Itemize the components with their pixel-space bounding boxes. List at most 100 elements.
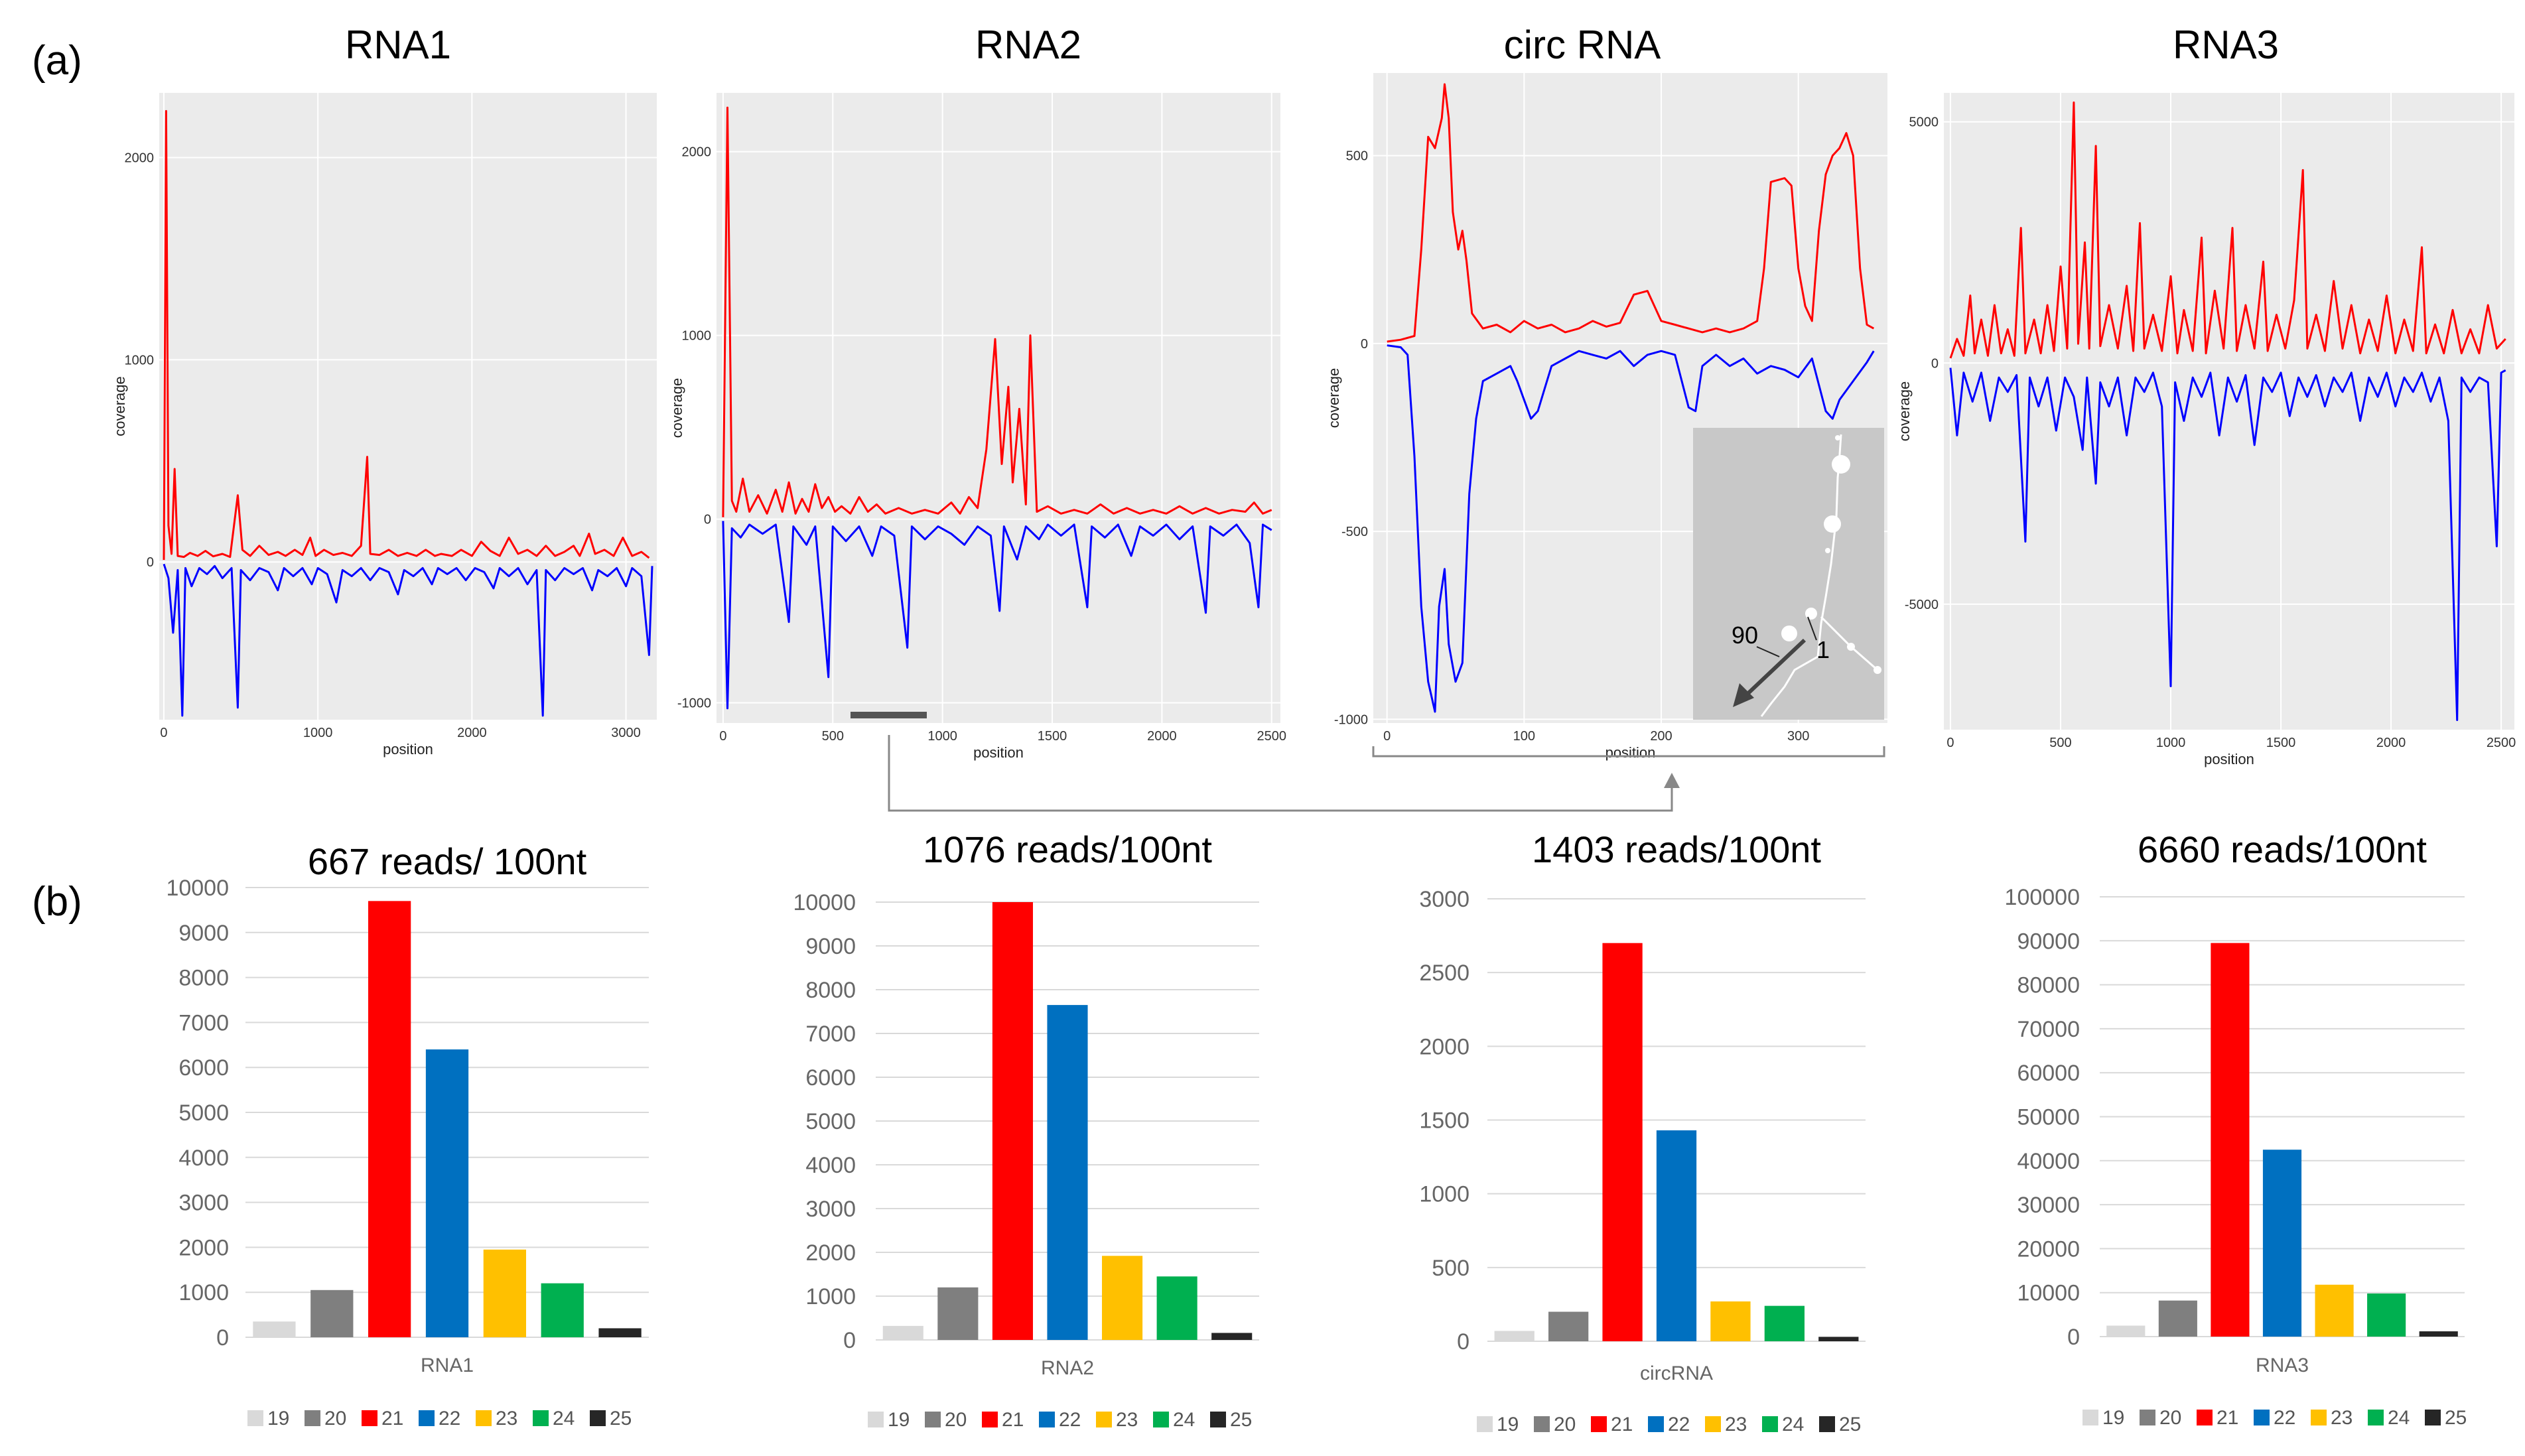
- y-tick-label: 7000: [805, 1022, 856, 1047]
- y-tick-label: 90000: [2017, 929, 2080, 954]
- y-tick-label: 2500: [1419, 960, 1469, 986]
- legend-swatch-24: [2368, 1410, 2384, 1425]
- x-tick-label: 500: [2049, 736, 2071, 750]
- size-distribution-chart-0: 0 1000 2000 3000 4000 5000 6000 7000 8000 9000 100…: [166, 840, 649, 1429]
- x-tick-label: 0: [160, 726, 167, 740]
- series-line-antisense: [163, 563, 653, 717]
- x-tick-label: 1000: [303, 726, 333, 740]
- bar-23nt: [1710, 1301, 1751, 1341]
- x-tick-label: 2000: [457, 726, 487, 740]
- size-distribution-chart-1: 0 1000 2000 3000 4000 5000 6000 7000 8000 9000 100…: [793, 828, 1259, 1431]
- bar-22nt: [425, 1049, 469, 1337]
- chart-title: RNA2: [975, 23, 1081, 67]
- structure-loop: [1824, 515, 1841, 533]
- bar-23nt: [2315, 1284, 2354, 1337]
- x-tick-label: 300: [1787, 729, 1809, 744]
- direction-arrow-shaft: [1744, 638, 1807, 697]
- y-tick-label: 2000: [178, 1235, 229, 1260]
- structure-loop: [1825, 548, 1830, 553]
- y-tick-label: 50000: [2017, 1105, 2080, 1130]
- legend-swatch-25: [590, 1410, 606, 1426]
- structure-loop: [1847, 643, 1855, 651]
- y-tick-label: 2000: [805, 1240, 856, 1266]
- legend-swatch-21: [1591, 1416, 1607, 1432]
- legend-label-21: 21: [1611, 1414, 1633, 1435]
- legend-label-23: 23: [2331, 1407, 2353, 1429]
- legend-swatch-23: [1096, 1412, 1112, 1427]
- x-tick-label: 1500: [2266, 736, 2296, 750]
- y-tick-label: 3000: [805, 1197, 856, 1222]
- legend-label-24: 24: [553, 1408, 575, 1429]
- y-tick-label: 3000: [1419, 887, 1469, 912]
- legend-label-22: 22: [1668, 1414, 1690, 1435]
- plot-background: [1944, 93, 2514, 730]
- bar-20nt: [1548, 1311, 1589, 1341]
- bar-19nt: [1494, 1331, 1535, 1341]
- structure-backbone: [1760, 434, 1842, 717]
- y-tick-label: -1000: [677, 696, 711, 711]
- y-tick-label: 0: [2067, 1325, 2080, 1350]
- chart-title: RNA3: [2173, 23, 2279, 67]
- legend-swatch-25: [2425, 1410, 2441, 1425]
- y-axis-label: coverage: [111, 376, 128, 436]
- chart-title: RNA1: [345, 23, 451, 67]
- x-axis-label: RNA3: [2256, 1355, 2309, 1376]
- legend-label-23: 23: [1116, 1409, 1138, 1431]
- legend-swatch-21: [362, 1410, 377, 1426]
- bar-22nt: [2262, 1150, 2302, 1337]
- size-distribution-charts: 0100020003000400050006000700080009000100…: [166, 828, 2467, 1435]
- legend-swatch-19: [2082, 1410, 2098, 1425]
- bar-20nt: [937, 1287, 979, 1340]
- y-tick-label: 1000: [1419, 1182, 1469, 1207]
- bar-19nt: [2106, 1325, 2146, 1337]
- y-tick-label: 7000: [178, 1010, 229, 1035]
- chart-title: 6660 reads/100nt: [2138, 828, 2427, 870]
- bar-19nt: [253, 1321, 296, 1337]
- y-tick-label: 2000: [125, 151, 155, 166]
- legend-label-20: 20: [1554, 1414, 1576, 1435]
- x-tick-label: 100: [1513, 729, 1535, 744]
- bar-21nt: [1602, 943, 1643, 1341]
- direction-arrow-head: [1733, 683, 1754, 707]
- panel-label-b: (b): [32, 879, 82, 925]
- legend-swatch-21: [2197, 1410, 2213, 1425]
- y-tick-label: 6000: [805, 1065, 856, 1091]
- y-tick-label: 10000: [166, 876, 229, 901]
- panel-label-a: (a): [32, 38, 82, 84]
- legend-swatch-24: [1762, 1416, 1778, 1432]
- size-distribution-chart-3: 0 10000 20000 30000 40000 50000 60000 70000 8000…: [2005, 828, 2467, 1429]
- x-tick-label: 1000: [2156, 736, 2186, 750]
- bar-25nt: [2419, 1331, 2458, 1337]
- y-tick-label: 20000: [2017, 1236, 2080, 1262]
- legend-swatch-19: [247, 1410, 263, 1426]
- bar-23nt: [1102, 1256, 1143, 1340]
- y-tick-label: 9000: [805, 934, 856, 959]
- y-tick-label: 1500: [1419, 1108, 1469, 1134]
- x-tick-label: 3000: [611, 726, 641, 740]
- legend-swatch-23: [2311, 1410, 2327, 1425]
- inset-background: [1693, 428, 1884, 720]
- legend-swatch-23: [1705, 1416, 1721, 1432]
- x-axis-label: position: [2204, 751, 2254, 767]
- y-tick-label: -5000: [1905, 598, 1939, 612]
- y-tick-label: 10000: [2017, 1281, 2080, 1306]
- legend-label-23: 23: [1725, 1414, 1747, 1435]
- y-tick-label: 8000: [178, 966, 229, 991]
- x-tick-label: 1500: [1038, 729, 1067, 744]
- rna2-circ-rna-bracket: [851, 712, 1885, 812]
- chart-title: 1076 reads/100nt: [923, 828, 1212, 870]
- y-tick-label: 1000: [682, 329, 712, 344]
- bar-23nt: [483, 1249, 526, 1337]
- y-tick-label: 1000: [125, 353, 155, 367]
- y-tick-label: 4000: [805, 1153, 856, 1178]
- y-tick-label: 2000: [682, 145, 712, 160]
- chart-title: circ RNA: [1504, 23, 1661, 67]
- legend-label-25: 25: [1230, 1409, 1252, 1431]
- legend-label-25: 25: [1839, 1414, 1861, 1435]
- x-tick-label: 0: [1383, 729, 1391, 744]
- legend-swatch-20: [2140, 1410, 2155, 1425]
- label-1-leader: [1807, 616, 1817, 641]
- legend-swatch-23: [476, 1410, 492, 1426]
- x-axis-label: position: [383, 741, 433, 758]
